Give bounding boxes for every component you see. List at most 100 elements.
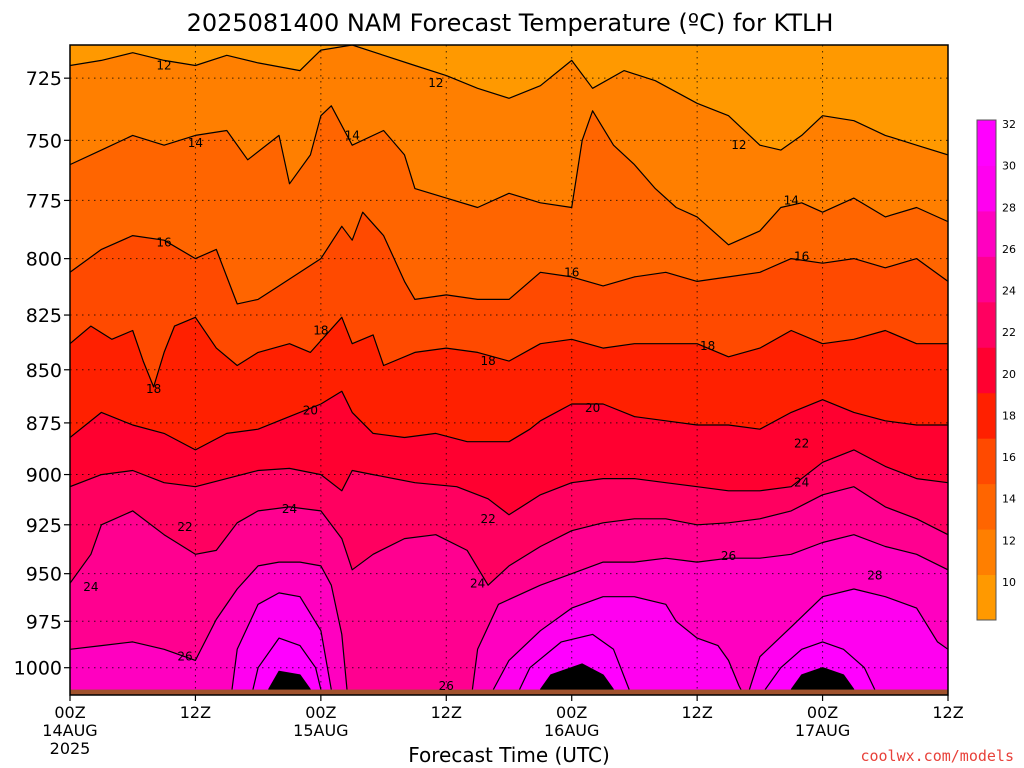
isotherm-32-15 xyxy=(268,670,311,690)
isotherm-30-13 xyxy=(518,633,630,690)
contour-label-14-5: 14 xyxy=(784,193,799,207)
colorbar-swatch-2 xyxy=(977,483,996,530)
contour-label-20-14: 20 xyxy=(585,401,600,415)
colorbar-label-24: 24 xyxy=(1002,285,1016,298)
isotherm-30-12 xyxy=(252,637,322,690)
ytick-label-925: 925 xyxy=(26,515,62,537)
contour-label-24-21: 24 xyxy=(83,580,98,594)
xtick-label-7: 12Z xyxy=(932,703,963,722)
isotherm-30-14 xyxy=(764,641,876,690)
isotherm-14-1 xyxy=(70,105,948,246)
ytick-label-775: 775 xyxy=(26,190,62,212)
contour-label-26-23: 26 xyxy=(177,650,192,664)
isotherm-24-6 xyxy=(70,486,948,586)
contour-labels: 12 12 12 14 14 14 16 16 16 18 18 18 18 20 20 22 22 22 24 24… xyxy=(83,58,882,692)
colorbar-swatch-10 xyxy=(977,120,996,166)
isotherm-18-3 xyxy=(70,316,948,388)
ytick-label-875: 875 xyxy=(26,413,62,435)
isotherm-28-11 xyxy=(748,588,948,690)
colorbar-label-22: 22 xyxy=(1002,326,1016,339)
xtick-label-2: 00Z xyxy=(305,703,336,722)
colorbar-swatch-4 xyxy=(977,392,996,439)
xtick-label-1: 12Z xyxy=(180,703,211,722)
xtick-label-3: 12Z xyxy=(431,703,462,722)
colorbar-swatch-8 xyxy=(977,210,996,257)
colorbar-label-14: 14 xyxy=(1002,493,1016,506)
ground-surface xyxy=(70,689,948,695)
colorbar-label-10: 10 xyxy=(1002,576,1016,589)
contour-label-14-3: 14 xyxy=(188,136,203,150)
contour-label-24-18: 24 xyxy=(282,502,297,516)
contour-label-26-24: 26 xyxy=(439,679,454,693)
contour-label-20-13: 20 xyxy=(303,403,318,417)
isotherm-26-8 xyxy=(471,534,948,690)
colorbar-swatch-5 xyxy=(977,347,996,394)
ytick-label-725: 725 xyxy=(26,68,62,90)
contour-label-22-15: 22 xyxy=(794,437,809,451)
colorbar-label-28: 28 xyxy=(1002,201,1016,214)
colorbar-swatch-3 xyxy=(977,438,996,485)
y-axis-pressure: 725 750 775 800 825 850 875 900 925 950 975 1000 xyxy=(14,68,70,680)
ytick-label-850: 850 xyxy=(26,360,62,382)
contour-label-12-2: 12 xyxy=(731,138,746,152)
x-axis-label: Forecast Time (UTC) xyxy=(408,743,610,767)
ground-fill xyxy=(70,689,948,695)
colorbar-swatch-1 xyxy=(977,529,996,576)
colorbar-legend: 10 12 14 16 18 20 22 24 26 28 30 32 xyxy=(976,118,1016,621)
colorbar-label-20: 20 xyxy=(1002,368,1016,381)
credit-link[interactable]: coolwx.com/models xyxy=(860,747,1014,765)
contour-label-16-6: 16 xyxy=(156,236,171,250)
contour-label-18-10: 18 xyxy=(480,354,495,368)
contour-label-28-25: 28 xyxy=(867,569,882,583)
isotherm-28-9 xyxy=(231,592,332,690)
isotherm-28-10 xyxy=(492,596,742,690)
xtick-label-6: 00Z xyxy=(807,703,838,722)
contour-label-24-20: 24 xyxy=(470,576,485,590)
colorbar-label-26: 26 xyxy=(1002,243,1016,256)
colorbar-frame xyxy=(976,119,997,621)
ytick-label-950: 950 xyxy=(26,564,62,586)
contour-label-22-16: 22 xyxy=(480,512,495,526)
isotherm-12-0 xyxy=(70,45,948,156)
contour-label-22-17: 22 xyxy=(177,520,192,534)
colorbar-swatch-6 xyxy=(977,301,996,348)
grid-lines xyxy=(70,45,948,695)
isotherm-26-7 xyxy=(70,561,348,690)
isotherm-22-5 xyxy=(70,449,948,516)
contour-label-18-12: 18 xyxy=(146,382,161,396)
ytick-label-975: 975 xyxy=(26,611,62,633)
xtick-label-4: 00Z xyxy=(556,703,587,722)
colorbar-swatch-7 xyxy=(977,256,996,303)
xtick-day-6: 17AUG xyxy=(795,721,850,740)
contour-label-12-1: 12 xyxy=(428,76,443,90)
contour-label-14-4: 14 xyxy=(345,128,360,142)
contour-label-16-8: 16 xyxy=(794,249,809,263)
colorbar-swatch-9 xyxy=(977,165,996,212)
chart-title: 2025081400 NAM Forecast Temperature (ºC)… xyxy=(187,9,834,37)
isotherm-20-4 xyxy=(70,390,948,451)
colorbar-label-18: 18 xyxy=(1002,409,1016,422)
isotherm-32-16 xyxy=(539,663,614,690)
isotherm-32-17 xyxy=(790,667,855,690)
temperature-fill-bands xyxy=(70,45,948,695)
xtick-day-2: 15AUG xyxy=(293,721,348,740)
contour-label-18-9: 18 xyxy=(313,324,328,338)
band-ge-32-1 xyxy=(540,664,614,695)
colorbar-label-30: 30 xyxy=(1002,160,1016,173)
isotherm-16-2 xyxy=(70,211,948,305)
xtick-label-5: 12Z xyxy=(681,703,712,722)
xtick-year-0: 2025 xyxy=(50,739,91,758)
xtick-day-0: 14AUG xyxy=(42,721,97,740)
isotherm-contours xyxy=(70,45,948,690)
ytick-label-825: 825 xyxy=(26,305,62,327)
contour-label-24-19: 24 xyxy=(794,476,809,490)
colorbar-label-12: 12 xyxy=(1002,534,1016,547)
ytick-label-800: 800 xyxy=(26,249,62,271)
ytick-label-750: 750 xyxy=(26,130,62,152)
contour-label-16-7: 16 xyxy=(564,265,579,279)
band-ge-32-0 xyxy=(268,671,311,695)
ytick-label-900: 900 xyxy=(26,465,62,487)
colorbar-swatch-0 xyxy=(977,574,996,621)
